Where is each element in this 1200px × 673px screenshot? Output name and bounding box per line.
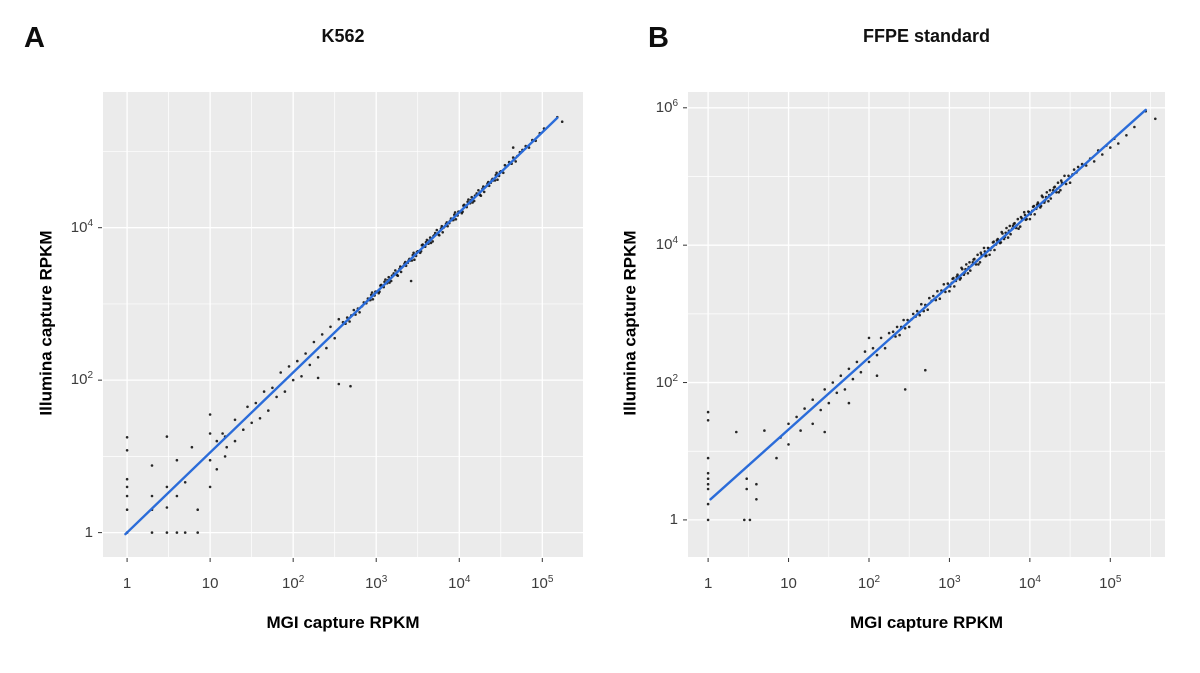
panel-a-plot bbox=[98, 92, 583, 562]
x-tick-label: 105 bbox=[531, 574, 554, 593]
y-tick-label: 104 bbox=[655, 235, 678, 254]
y-tick-label: 106 bbox=[655, 97, 678, 116]
x-tick-label: 104 bbox=[1018, 574, 1041, 593]
y-tick-label: 1 bbox=[84, 523, 93, 541]
panel-b-plot bbox=[683, 92, 1165, 562]
panel-a-title: K562 bbox=[321, 26, 365, 46]
x-tick-label: 102 bbox=[282, 574, 305, 593]
x-tick-label: 104 bbox=[448, 574, 471, 593]
x-tick-label: 10 bbox=[780, 575, 797, 592]
y-tick-label: 1 bbox=[669, 510, 678, 528]
fit-line bbox=[124, 116, 559, 536]
x-tick-label: 102 bbox=[857, 574, 881, 593]
x-tick-label: 105 bbox=[1099, 574, 1122, 593]
x-tick-label: 1 bbox=[703, 575, 713, 592]
x-tick-label: 1 bbox=[122, 575, 132, 592]
panel-b-title: FFPE standard bbox=[862, 26, 991, 46]
panel-a-letter: A bbox=[24, 22, 45, 54]
plot-background bbox=[688, 92, 1165, 557]
y-tick-label: 102 bbox=[655, 372, 678, 391]
y-tick-label: 102 bbox=[70, 370, 93, 389]
fit-line bbox=[709, 108, 1147, 501]
x-tick-label: 10 bbox=[201, 575, 219, 592]
y-tick-label: 104 bbox=[70, 217, 93, 236]
panel-b-y-axis-label: Illumina capture RPKM bbox=[620, 230, 640, 416]
panel-a-y-axis-label: Illumina capture RPKM bbox=[36, 230, 56, 416]
panel-b-x-axis-label: MGI capture RPKM bbox=[849, 613, 1004, 632]
panel-a-x-axis-label: MGI capture RPKM bbox=[266, 613, 420, 632]
x-tick-label: 103 bbox=[365, 574, 388, 593]
x-tick-label: 103 bbox=[938, 574, 961, 593]
panel-b-letter: B bbox=[648, 22, 669, 54]
